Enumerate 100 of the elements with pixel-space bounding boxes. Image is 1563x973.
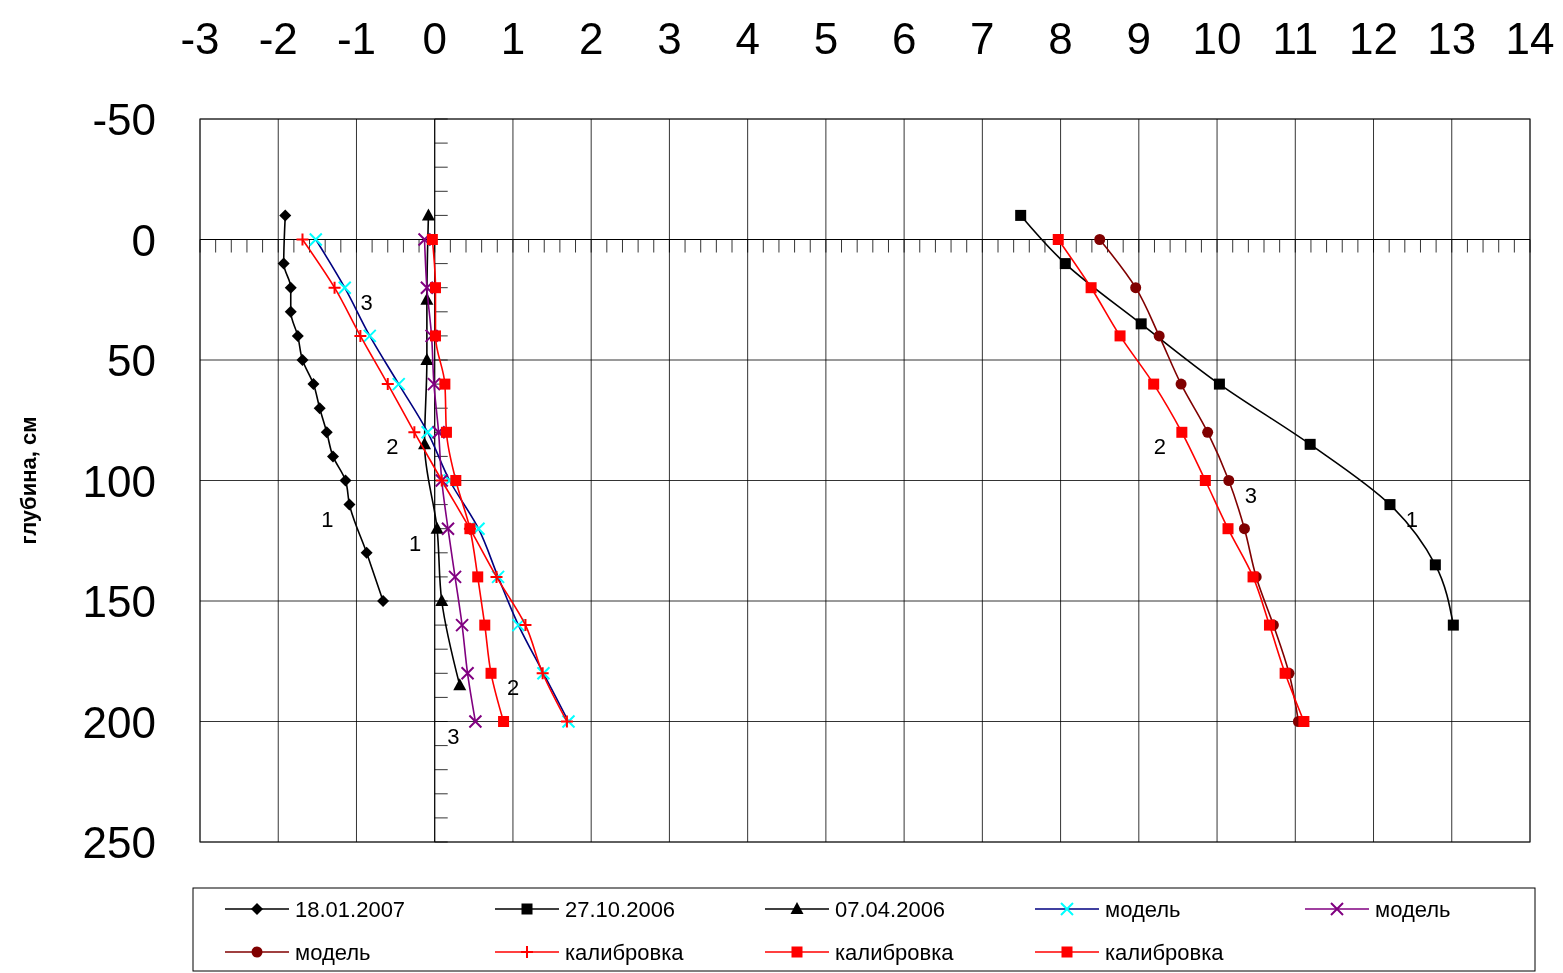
point (377, 595, 390, 607)
point (1263, 619, 1275, 631)
point (343, 498, 356, 511)
point (407, 425, 422, 440)
point (439, 378, 451, 390)
point (421, 208, 435, 221)
point (360, 546, 373, 559)
x-tick-label: 14 (1505, 14, 1555, 63)
point (313, 402, 326, 415)
point (426, 234, 438, 245)
annotation: 2 (506, 675, 520, 701)
point (1085, 282, 1097, 294)
point (1447, 619, 1459, 631)
annotation: 1 (321, 506, 334, 532)
point (468, 714, 483, 729)
point (353, 328, 368, 343)
point (1135, 318, 1147, 330)
annotation: 3 (1244, 482, 1257, 508)
legend-label: модель (1375, 897, 1451, 922)
point (1199, 475, 1211, 486)
point (518, 618, 533, 633)
x-tick-label: 6 (891, 14, 917, 63)
point (296, 354, 309, 366)
legend-label: калибровка (565, 940, 685, 965)
legend-label: 18.01.2007 (295, 897, 406, 922)
legend-label: модель (295, 940, 371, 965)
point (1202, 426, 1214, 438)
point (440, 426, 452, 438)
point (472, 571, 484, 583)
x-tick-label: 7 (970, 14, 995, 63)
point (511, 618, 526, 633)
point (435, 594, 449, 606)
point (442, 473, 457, 488)
annotation: 3 (360, 289, 373, 315)
y-tick-label: 0 (131, 215, 156, 265)
legend-label: модель (1105, 897, 1181, 922)
x-tick-label: 5 (813, 14, 839, 63)
point (453, 678, 467, 691)
point (1304, 438, 1316, 450)
point (277, 257, 290, 270)
x-tick-label: 4 (735, 14, 760, 63)
point (284, 305, 297, 318)
point (362, 328, 377, 343)
point (1222, 523, 1234, 535)
legend-label: 27.10.2006 (565, 897, 676, 922)
annotation: 2 (1153, 434, 1166, 460)
point (1148, 378, 1160, 390)
point (1114, 330, 1126, 342)
point (1052, 234, 1064, 245)
annotation: 3 (447, 723, 460, 749)
point (1059, 258, 1071, 270)
point (460, 666, 475, 681)
x-tick-label: 12 (1349, 14, 1399, 63)
point (479, 619, 491, 631)
point (391, 377, 406, 392)
point (417, 232, 432, 247)
x-tick-label: -1 (336, 14, 377, 63)
x-tick-label: 11 (1272, 14, 1319, 63)
point (471, 521, 486, 536)
y-tick-label: 50 (107, 336, 156, 385)
point (450, 475, 462, 486)
annotation: 1 (408, 530, 422, 556)
y-axis-title: глубина, см (16, 416, 41, 545)
point (307, 378, 320, 391)
x-tick-label: 10 (1192, 14, 1242, 63)
point (320, 426, 333, 439)
legend-label: 07.04.2006 (835, 897, 946, 922)
x-tick-label: -2 (258, 14, 298, 63)
point (339, 474, 352, 487)
x-tick-label: 1 (500, 14, 526, 63)
point (1298, 716, 1310, 727)
point (430, 521, 444, 534)
point (419, 280, 434, 295)
point (1213, 378, 1225, 390)
y-tick-label: 250 (82, 818, 156, 867)
x-tick-label: 3 (657, 14, 682, 63)
point (1175, 378, 1187, 390)
point (429, 282, 441, 294)
point (279, 209, 292, 222)
y-tick-label: 100 (82, 456, 156, 506)
x-tick-label: 0 (422, 14, 447, 63)
point (1384, 499, 1396, 511)
point (448, 569, 463, 584)
x-tick-label: 8 (1048, 14, 1073, 63)
point (1176, 426, 1188, 438)
point (1130, 282, 1142, 294)
point (441, 521, 456, 536)
point (308, 232, 323, 247)
point (327, 450, 339, 463)
x-tick-label: 13 (1427, 14, 1477, 63)
point (1094, 234, 1106, 245)
point (1429, 559, 1441, 571)
point (1153, 330, 1165, 342)
point (498, 716, 510, 727)
x-tick-label: -3 (180, 14, 220, 63)
point (426, 377, 441, 392)
legend-label: калибровка (835, 940, 955, 965)
point (295, 232, 310, 247)
point (420, 425, 435, 440)
y-tick-label: -50 (92, 95, 156, 144)
